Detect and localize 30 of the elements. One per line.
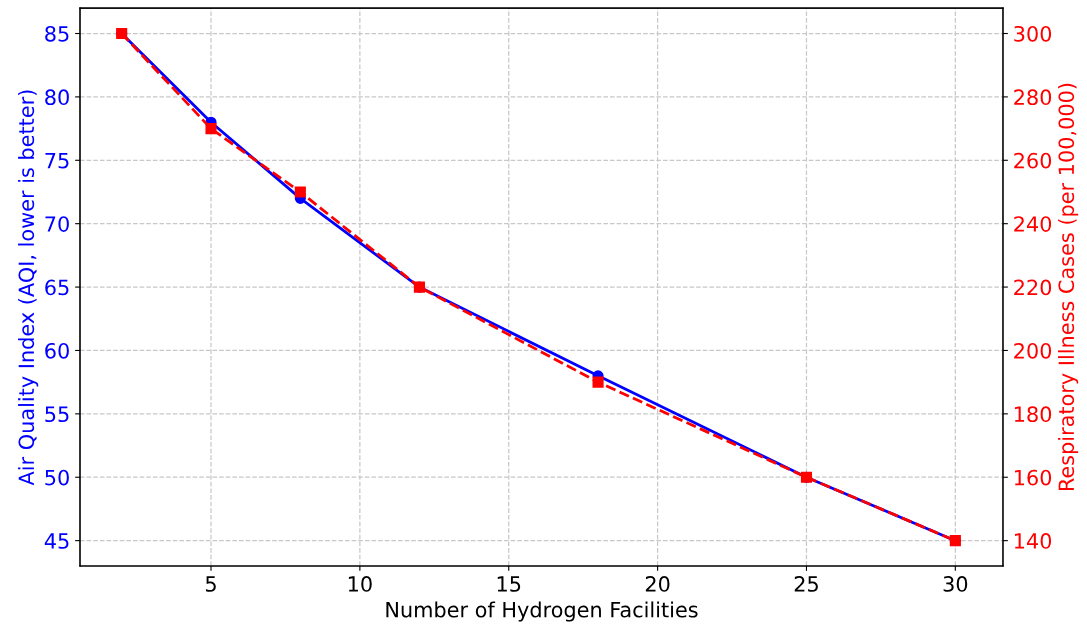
x-axis-title: Number of Hydrogen Facilities: [386, 601, 698, 622]
y-tick-label: 60: [45, 342, 69, 359]
point: [592, 376, 604, 388]
x-tick-label: 20: [645, 576, 670, 592]
y-tick-label: 85: [45, 25, 69, 42]
y-tick-label: 75: [45, 153, 69, 169]
y2-tick-label: 280: [1014, 89, 1052, 106]
x-tick-label: 15: [497, 576, 521, 592]
y2-tick-label: 260: [1014, 152, 1052, 169]
y2-tick-label: 140: [1014, 533, 1052, 549]
y2-tick-label: 300: [1014, 25, 1052, 42]
y2-tick-label: 180: [1014, 406, 1052, 423]
y-tick-label: 55: [45, 406, 69, 423]
y-tick-label: 70: [45, 216, 69, 232]
y-tick-label: 65: [45, 279, 69, 296]
y-axis-title: Air Quality Index (AQI, lower is better): [18, 90, 39, 486]
point: [294, 186, 306, 198]
y2-tick-label: 240: [1014, 216, 1052, 232]
y2-tick-label: 160: [1014, 469, 1052, 486]
x-tick-label: 30: [943, 576, 968, 592]
y-tick-label: 80: [45, 89, 69, 106]
x-tick-label: 10: [348, 576, 372, 592]
x-tick-label: 5: [205, 576, 216, 592]
x-tick-label: 25: [794, 576, 818, 592]
y2-tick-label: 220: [1014, 279, 1052, 296]
y2-tick-label: 200: [1014, 342, 1052, 359]
y2-axis-title: Respiratory Illness Cases (per 100,000): [1058, 83, 1079, 491]
y-tick-label: 50: [45, 469, 69, 486]
point: [205, 123, 217, 135]
y-tick-label: 45: [44, 533, 69, 549]
